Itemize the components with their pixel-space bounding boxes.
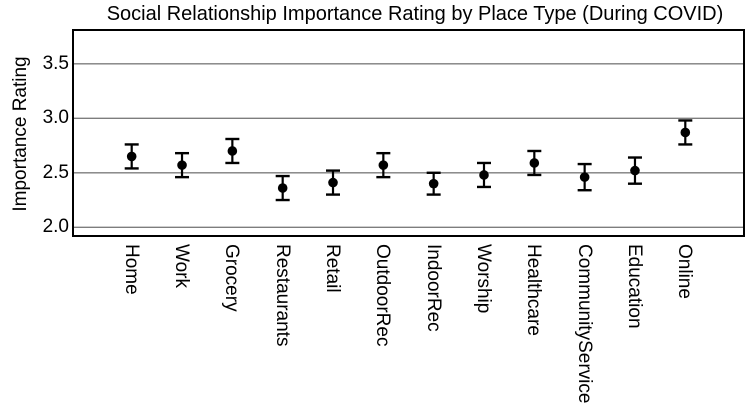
data-point-Retail bbox=[328, 177, 338, 188]
x-tick-label-OutdoorRec: OutdoorRec bbox=[372, 244, 394, 347]
x-tick-label-Healthcare: Healthcare bbox=[523, 244, 545, 336]
y-tick-label-3.0: 3.0 bbox=[42, 107, 69, 129]
x-tick-label-Retail: Retail bbox=[322, 244, 343, 293]
data-point-OutdoorRec bbox=[378, 160, 389, 170]
data-point-Healthcare bbox=[529, 158, 540, 168]
x-tick-label-Education: Education bbox=[623, 244, 645, 329]
x-tick-label-IndoorRec: IndoorRec bbox=[422, 244, 444, 332]
x-tick-label-Worship: Worship bbox=[472, 244, 494, 314]
data-point-Restaurants bbox=[277, 183, 288, 193]
chart-title: Social Relationship Importance Rating by… bbox=[106, 3, 724, 25]
x-tick-label-Online: Online bbox=[674, 244, 696, 299]
x-tick-label-Home: Home bbox=[120, 244, 142, 295]
x-tick-label-Grocery: Grocery bbox=[221, 244, 243, 312]
data-point-Worship bbox=[479, 170, 489, 180]
data-point-IndoorRec bbox=[428, 178, 439, 189]
data-point-Home bbox=[126, 151, 137, 162]
x-tick-label-Work: Work bbox=[171, 244, 193, 288]
data-point-Grocery bbox=[227, 146, 238, 156]
y-tick-label-2.0: 2.0 bbox=[42, 216, 69, 238]
data-point-Work bbox=[177, 160, 187, 170]
x-tick-label-CommunityService: CommunityService bbox=[573, 244, 595, 404]
y-tick-label-2.5: 2.5 bbox=[42, 161, 69, 183]
plot-frame bbox=[72, 29, 745, 237]
data-point-Education bbox=[630, 165, 640, 176]
y-tick-label-3.5: 3.5 bbox=[42, 52, 69, 74]
data-point-Online bbox=[680, 127, 691, 138]
x-tick-label-Restaurants: Restaurants bbox=[271, 244, 293, 347]
data-point-CommunityService bbox=[579, 172, 590, 182]
